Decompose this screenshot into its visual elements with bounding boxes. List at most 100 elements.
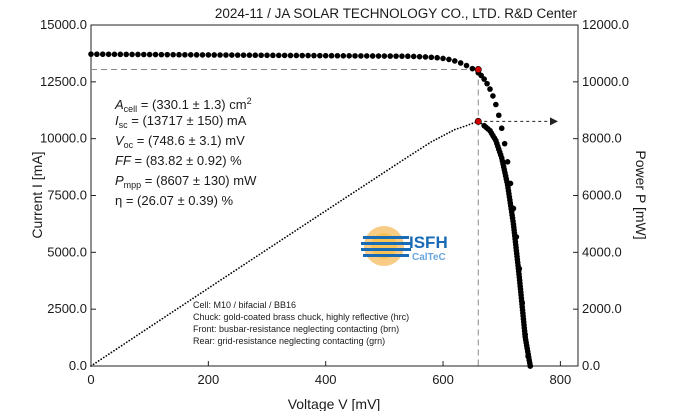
power-point bbox=[230, 272, 233, 274]
mpp-guides bbox=[91, 69, 558, 366]
current-point bbox=[469, 65, 476, 72]
power-point bbox=[153, 322, 156, 325]
power-point bbox=[202, 290, 205, 293]
power-point bbox=[412, 152, 414, 155]
current-point bbox=[446, 56, 452, 63]
current-point bbox=[463, 62, 470, 69]
power-point bbox=[347, 194, 350, 197]
power-point bbox=[363, 184, 365, 187]
mpp-current-marker bbox=[474, 66, 482, 74]
power-point bbox=[232, 270, 235, 273]
current-point bbox=[176, 51, 182, 58]
current-point bbox=[481, 76, 487, 82]
power-point bbox=[113, 349, 115, 352]
current-point bbox=[164, 51, 171, 58]
current-point bbox=[170, 51, 176, 58]
power-point bbox=[271, 245, 274, 248]
measurement-note: Chuck: gold-coated brass chuck, highly r… bbox=[193, 312, 409, 322]
current-point bbox=[240, 52, 247, 58]
chart-title: 2024-11 / JA SOLAR TECHNOLOGY CO., LTD. … bbox=[215, 6, 578, 21]
y-right-tick-label: 2000.0 bbox=[582, 301, 622, 316]
parameter-symbol: P bbox=[115, 173, 124, 188]
power-point bbox=[176, 307, 179, 310]
power-point bbox=[148, 326, 151, 328]
power-point bbox=[456, 127, 459, 130]
current-point bbox=[281, 52, 288, 59]
power-point bbox=[130, 338, 133, 340]
power-point bbox=[276, 241, 279, 244]
parameter-value: = (83.82 ± 0.92) % bbox=[130, 153, 242, 168]
power-point bbox=[197, 294, 200, 296]
power-point bbox=[443, 134, 446, 136]
power-point bbox=[105, 354, 108, 357]
power-point bbox=[217, 280, 220, 283]
y-axis-left-label: Current I [mA] bbox=[29, 151, 45, 238]
current-point bbox=[495, 112, 502, 119]
power-point bbox=[161, 317, 164, 320]
current-point bbox=[422, 54, 429, 60]
measurement-note: Front: busbar-resistance neglecting cont… bbox=[193, 324, 399, 334]
current-point bbox=[105, 51, 112, 58]
current-point bbox=[152, 51, 159, 58]
current-point bbox=[117, 51, 124, 58]
y-right-tick-label: 12000.0 bbox=[582, 17, 629, 32]
current-point bbox=[317, 52, 323, 59]
current-point bbox=[129, 51, 135, 58]
current-point bbox=[451, 58, 458, 64]
logo-mark-icon bbox=[361, 226, 411, 266]
current-point bbox=[205, 52, 212, 58]
power-point bbox=[373, 178, 376, 180]
current-point bbox=[352, 53, 358, 59]
current-point bbox=[527, 363, 534, 369]
current-point bbox=[234, 52, 241, 58]
parameter-subscript: mpp bbox=[123, 180, 142, 190]
current-point bbox=[275, 52, 282, 59]
current-point bbox=[510, 205, 517, 212]
current-point bbox=[490, 93, 496, 99]
power-point bbox=[187, 300, 189, 303]
power-point bbox=[281, 238, 284, 241]
current-point bbox=[516, 265, 523, 272]
power-point bbox=[332, 204, 335, 207]
power-point bbox=[90, 365, 92, 367]
power-point bbox=[319, 213, 322, 216]
x-axis-label: Voltage V [mV] bbox=[288, 396, 381, 411]
power-point bbox=[417, 149, 420, 152]
current-point bbox=[498, 125, 505, 132]
power-point bbox=[340, 199, 342, 202]
y-left-tick-label: 7500.0 bbox=[47, 188, 87, 203]
power-point bbox=[409, 154, 412, 157]
current-point bbox=[123, 51, 130, 58]
power-point bbox=[357, 188, 360, 190]
x-tick-label: 200 bbox=[197, 372, 219, 387]
power-point bbox=[227, 273, 230, 276]
power-point bbox=[151, 324, 154, 327]
current-point bbox=[440, 55, 446, 62]
current-point bbox=[519, 300, 526, 306]
current-point bbox=[399, 53, 405, 59]
power-point bbox=[468, 123, 471, 126]
power-point bbox=[414, 150, 417, 153]
y-right-tick-label: 10000.0 bbox=[582, 74, 629, 89]
power-point bbox=[448, 131, 451, 134]
cell-parameter: η = (26.07 ± 0.39) % bbox=[115, 193, 233, 209]
power-point bbox=[166, 314, 169, 317]
current-point bbox=[270, 52, 276, 59]
current-point bbox=[94, 51, 100, 58]
power-point bbox=[243, 263, 245, 266]
current-point bbox=[146, 51, 153, 58]
power-point bbox=[446, 132, 448, 135]
power-point bbox=[422, 145, 425, 148]
current-point bbox=[381, 53, 388, 59]
power-point bbox=[143, 329, 146, 332]
power-point bbox=[294, 230, 296, 232]
power-point bbox=[296, 228, 299, 231]
current-point bbox=[223, 52, 229, 58]
power-point bbox=[314, 216, 317, 219]
power-point bbox=[240, 265, 243, 268]
current-point bbox=[416, 53, 423, 60]
isfh-logo: ISFH CalTeC bbox=[357, 222, 457, 270]
y-left-tick-label: 5000.0 bbox=[47, 244, 87, 259]
cell-parameter: Acell = (330.1 ± 1.3) cm2 bbox=[115, 93, 252, 117]
power-point bbox=[174, 309, 177, 312]
